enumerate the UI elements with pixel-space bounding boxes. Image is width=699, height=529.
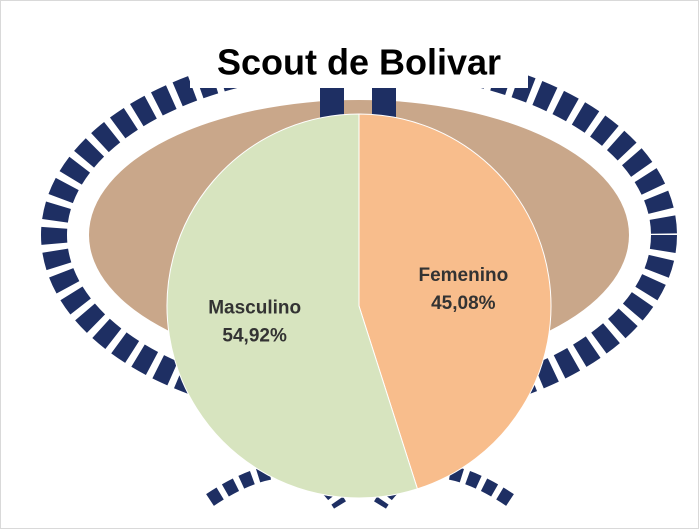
slice-category-label: Femenino — [418, 265, 508, 286]
title-box — [190, 40, 528, 88]
slice-category-label: Masculino — [208, 297, 301, 318]
pie-slice — [166, 113, 419, 499]
slice-value-label: 54,92% — [222, 325, 287, 346]
pie: Femenino 45,08% Masculino 54,92% — [166, 113, 552, 499]
pie-slice — [358, 113, 552, 490]
slice-value-label: 45,08% — [431, 293, 496, 314]
chart-title: Scout de Bolivar — [217, 42, 501, 83]
